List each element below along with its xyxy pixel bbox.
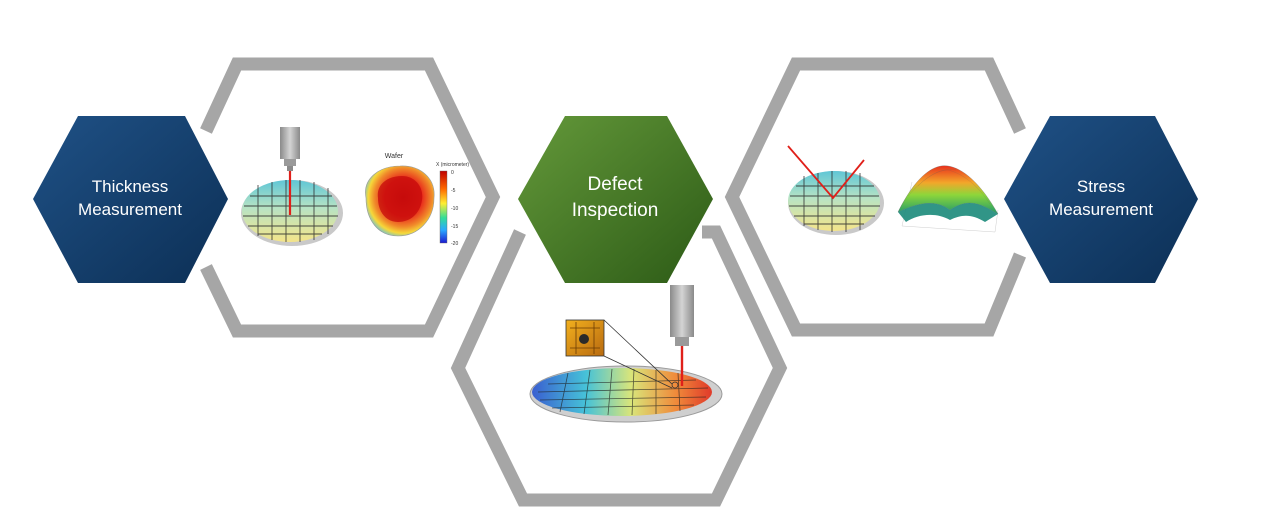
thickness-heatmap: Wafer X (micrometer) 0 -5 -10 -15 -20 (365, 153, 469, 247)
defect-wafer-illustration (529, 285, 723, 423)
scale-tick: -15 (451, 224, 458, 230)
frame-defect (450, 225, 788, 507)
defect-chip-icon (565, 319, 605, 357)
reflected-laser (787, 145, 865, 200)
frame-thickness (200, 57, 501, 338)
stress-wafer-illustration (787, 145, 884, 235)
hexagon-stress (1004, 116, 1198, 283)
thickness-wafer-illustration (241, 127, 343, 246)
scale-tick: -20 (451, 241, 458, 247)
hexagon-thickness (33, 116, 228, 283)
hexagon-defect (518, 116, 713, 283)
color-scale-bar (439, 170, 448, 244)
stress-surface-plot (897, 165, 999, 233)
scale-title: X (micrometer) (436, 162, 469, 168)
scale-tick: -5 (451, 188, 456, 194)
inspection-probe-icon (670, 285, 694, 337)
scale-tick: 0 (451, 170, 454, 176)
sensor-probe-icon (280, 127, 300, 159)
heatmap-title: Wafer (385, 153, 404, 160)
frame-stress (724, 57, 1027, 337)
scale-tick: -10 (451, 206, 458, 212)
